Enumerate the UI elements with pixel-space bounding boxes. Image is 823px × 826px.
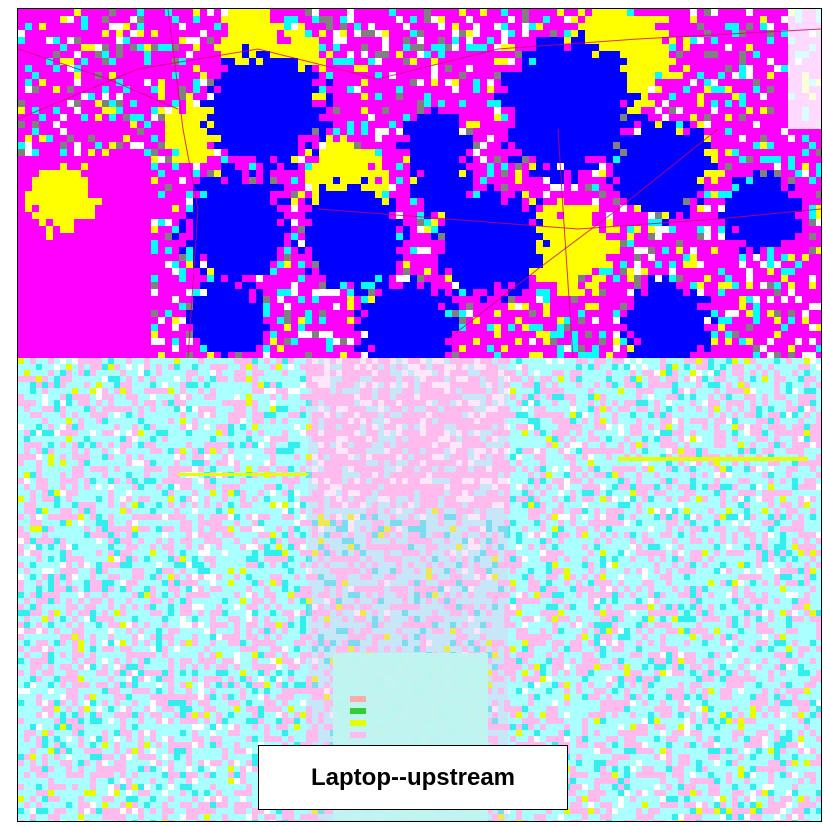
lower-map-canvas	[18, 358, 821, 821]
lower-classification-map	[18, 358, 821, 821]
upper-map-canvas	[18, 9, 821, 358]
caption-box: Laptop--upstream	[258, 745, 568, 810]
map-frame	[17, 8, 822, 822]
caption-text: Laptop--upstream	[311, 763, 515, 791]
upper-classification-map	[18, 9, 821, 358]
